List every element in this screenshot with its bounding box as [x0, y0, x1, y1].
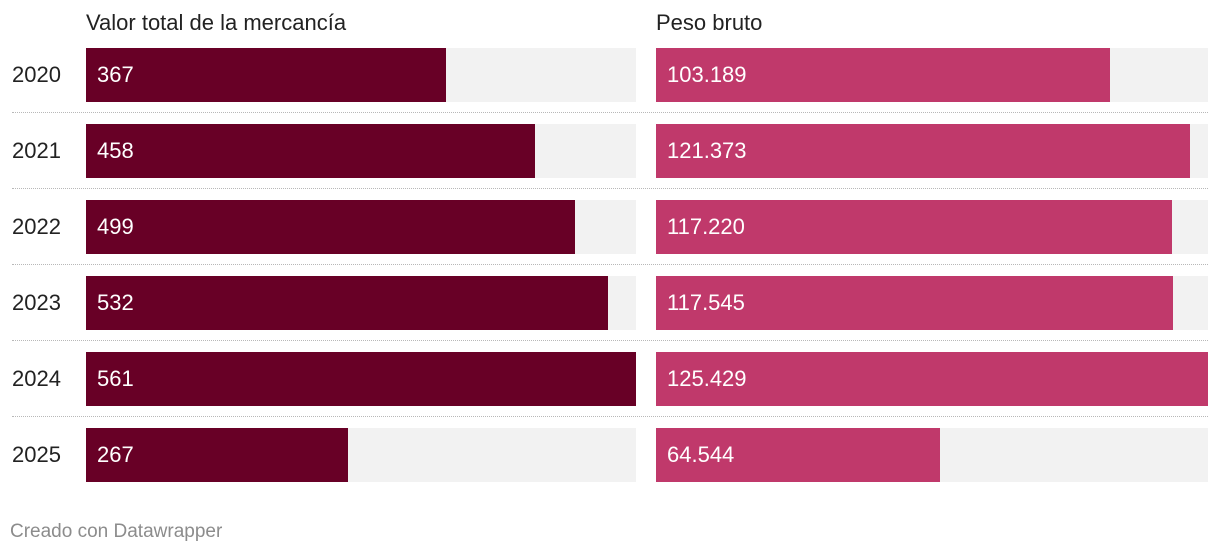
bar-track: 532 — [86, 276, 636, 330]
bar-1-2023 — [86, 276, 608, 330]
bar-track: 367 — [86, 48, 636, 102]
bar-1-2020 — [86, 48, 446, 102]
column-title-1: Valor total de la mercancía — [86, 10, 347, 35]
bar-1-2024 — [86, 352, 636, 406]
bar-2-2025 — [656, 428, 941, 482]
bar-track: 117.220 — [656, 200, 1208, 254]
bar-track: 458 — [86, 124, 636, 178]
row-label-2021: 2021 — [12, 138, 61, 163]
bar-2-2024 — [656, 352, 1208, 406]
row-label-2023: 2023 — [12, 290, 61, 315]
bar-1-2022 — [86, 200, 576, 254]
row-label-2024: 2024 — [12, 366, 61, 391]
bar-track: 117.545 — [656, 276, 1208, 330]
footer-credit: Creado con Datawrapper — [10, 521, 223, 542]
bar-value-label: 121.373 — [667, 138, 747, 163]
row-label-2020: 2020 — [12, 62, 61, 87]
bar-value-label: 499 — [97, 214, 134, 239]
bar-track: 121.373 — [656, 124, 1208, 178]
bar-value-label: 367 — [97, 62, 134, 87]
bar-value-label: 532 — [97, 290, 134, 315]
bar-track: 64.544 — [656, 428, 1208, 482]
bar-value-label: 103.189 — [667, 62, 747, 87]
row-separator — [12, 264, 1208, 265]
bar-1-2025 — [86, 428, 348, 482]
bar-value-label: 458 — [97, 138, 134, 163]
bar-value-label: 267 — [97, 442, 134, 467]
bar-value-label: 117.220 — [667, 214, 745, 239]
row-label-2025: 2025 — [12, 442, 61, 467]
row-separator — [12, 340, 1208, 341]
row-separator — [12, 112, 1208, 113]
bar-1-2021 — [86, 124, 536, 178]
bar-value-label: 561 — [97, 366, 134, 391]
column-title-2: Peso bruto — [656, 10, 763, 35]
row-label-2022: 2022 — [12, 214, 61, 239]
bar-track: 103.189 — [656, 48, 1208, 102]
bar-2-2023 — [656, 276, 1174, 330]
bar-track: 499 — [86, 200, 636, 254]
bar-value-label: 64.544 — [667, 442, 735, 467]
bar-track: 561 — [86, 352, 636, 406]
bar-value-label: 125.429 — [667, 366, 747, 391]
bar-2-2020 — [656, 48, 1111, 102]
bar-2-2021 — [656, 124, 1191, 178]
bar-track: 125.429 — [656, 352, 1208, 406]
bar-track: 267 — [86, 428, 636, 482]
bar-2-2022 — [656, 200, 1172, 254]
row-separator — [12, 416, 1208, 417]
bar-value-label: 117.545 — [667, 290, 745, 315]
row-separator — [12, 188, 1208, 189]
